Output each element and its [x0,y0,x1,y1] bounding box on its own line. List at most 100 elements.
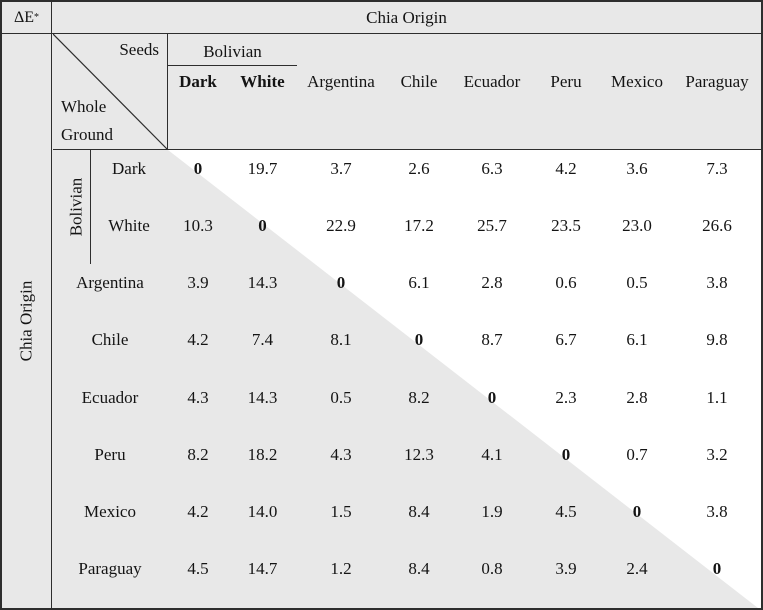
cell-ecuador-x-chile: 8.2 [408,387,430,407]
cell-white-x-argentina: 22.9 [326,215,356,235]
cell-peru-x-peru: 0 [561,444,571,464]
column-header-chile: Chile [400,72,438,91]
cell-argentina-x-ecuador: 2.8 [481,273,503,293]
diagonal-divider-line [53,34,168,150]
column-header-argentina: Argentina [307,72,375,91]
cell-dark-x-peru: 4.2 [555,158,577,178]
cell-chile-x-dark: 4.2 [187,330,209,350]
cell-paraguay-x-paraguay: 0 [712,559,722,579]
column-header-peru: Peru [550,72,582,91]
row-header-argentina: Argentina [76,273,144,293]
cell-argentina-x-white: 14.3 [247,273,278,293]
cell-dark-x-white: 19.7 [247,158,278,178]
row-header-dark: Dark [112,158,146,178]
cell-mexico-x-mexico: 0 [632,502,642,522]
row-labels-area: Bolivian Dark White Argentina Chile Ecuador P… [53,150,167,608]
cell-ecuador-x-mexico: 2.8 [626,387,648,407]
cell-white-x-peru: 23.5 [551,215,581,235]
cell-peru-x-argentina: 4.3 [330,444,352,464]
cell-dark-x-dark: 0 [193,158,203,178]
cell-ecuador-x-peru: 2.3 [555,387,577,407]
data-matrix-area: 0 19.7 3.7 2.6 6.3 4.2 3.6 7.3 10.3 0 22.9 17.2 25.7… [168,150,761,608]
cell-paraguay-x-white: 14.7 [247,559,278,579]
cell-chile-x-mexico: 6.1 [626,330,648,350]
cell-paraguay-x-ecuador: 0.8 [481,559,503,579]
cell-chile-x-white: 7.4 [251,330,274,350]
cell-dark-x-mexico: 3.6 [626,158,648,178]
cell-peru-x-dark: 8.2 [187,444,209,464]
cell-white-x-chile: 17.2 [404,215,434,235]
cell-dark-x-ecuador: 6.3 [481,158,503,178]
lower-triangle-shading [168,150,758,608]
cell-white-x-paraguay: 26.6 [702,215,732,235]
cell-dark-x-chile: 2.6 [408,158,430,178]
cell-paraguay-x-argentina: 1.2 [330,559,352,579]
diagonal-label-seeds: Seeds [119,40,159,59]
row-header-paraguay: Paraguay [78,559,142,579]
cell-mexico-x-argentina: 1.5 [330,502,352,522]
cell-argentina-x-peru: 0.6 [555,273,577,293]
bolivian-group-separator-line [90,150,91,264]
column-headers-band: Bolivian Dark White Argentina Chile Ecuador P… [168,34,761,150]
cell-mexico-x-ecuador: 1.9 [481,502,503,522]
cell-ecuador-x-white: 14.3 [247,387,278,407]
cell-dark-x-argentina: 3.7 [330,158,352,178]
cell-mexico-x-dark: 4.2 [187,502,209,522]
cell-paraguay-x-chile: 8.4 [408,559,430,579]
cell-paraguay-x-dark: 4.5 [187,559,209,579]
cell-argentina-x-paraguay: 3.8 [706,273,728,293]
cell-white-x-dark: 10.3 [183,215,213,235]
row-group-label-text: Bolivian [66,177,85,237]
cell-white-x-mexico: 23.0 [622,215,652,235]
cell-peru-x-ecuador: 4.1 [481,444,503,464]
cell-paraguay-x-peru: 3.9 [555,559,577,579]
cell-ecuador-x-dark: 4.3 [187,387,209,407]
diagonal-label-whole: Whole [61,97,107,116]
cell-chile-x-argentina: 8.1 [330,330,352,350]
cell-mexico-x-peru: 4.5 [555,502,577,522]
cell-argentina-x-mexico: 0.5 [626,273,648,293]
column-header-paraguay: Paraguay [685,72,749,91]
column-header-dark: Dark [179,72,217,91]
corner-delta-e-label: ΔE * [2,2,52,33]
cell-mexico-x-chile: 8.4 [408,502,430,522]
row-group-label-bolivian: Bolivian [63,150,89,264]
column-header-mexico: Mexico [611,72,663,91]
cell-argentina-x-argentina: 0 [336,273,346,293]
top-header-row: ΔE * Chia Origin [2,2,761,34]
column-header-white: White [240,72,285,91]
left-axis-title: Chia Origin [16,280,36,362]
cell-chile-x-peru: 6.7 [555,330,577,350]
cell-mexico-x-paraguay: 3.8 [706,502,728,522]
cell-paraguay-x-mexico: 2.4 [626,559,648,579]
column-header-ecuador: Ecuador [463,72,521,91]
column-group-label-bolivian: Bolivian [203,41,262,61]
top-axis-title: Chia Origin [366,7,447,27]
cell-peru-x-white: 18.2 [247,444,278,464]
delta-e-text: ΔE [13,8,35,26]
left-axis-title-strip: Chia Origin [2,34,52,608]
cell-chile-x-ecuador: 8.7 [481,330,503,350]
cell-argentina-x-dark: 3.9 [187,273,209,293]
cell-chile-x-paraguay: 9.8 [706,330,728,350]
diagonal-label-ground: Ground [61,125,113,144]
row-header-mexico: Mexico [84,502,136,522]
cell-ecuador-x-argentina: 0.5 [330,387,352,407]
data-grid: 0 19.7 3.7 2.6 6.3 4.2 3.6 7.3 10.3 0 22.9 17.2 25.7… [168,150,761,608]
cell-ecuador-x-ecuador: 0 [487,387,497,407]
cell-white-x-ecuador: 25.7 [477,215,507,235]
cell-dark-x-paraguay: 7.3 [706,158,728,178]
cell-argentina-x-chile: 6.1 [408,273,430,293]
row-header-chile: Chile [91,330,129,350]
cell-mexico-x-white: 14.0 [247,502,278,522]
row-header-ecuador: Ecuador [81,387,139,407]
row-header-peru: Peru [94,444,126,464]
bolivian-group-underline [168,65,297,66]
cell-ecuador-x-paraguay: 1.1 [706,387,728,407]
cell-peru-x-paraguay: 3.2 [706,444,728,464]
cell-peru-x-mexico: 0.7 [626,444,648,464]
cell-white-x-white: 0 [258,215,267,235]
diagonal-header-cell: Seeds Whole Ground [53,34,168,150]
cell-chile-x-chile: 0 [414,330,424,350]
